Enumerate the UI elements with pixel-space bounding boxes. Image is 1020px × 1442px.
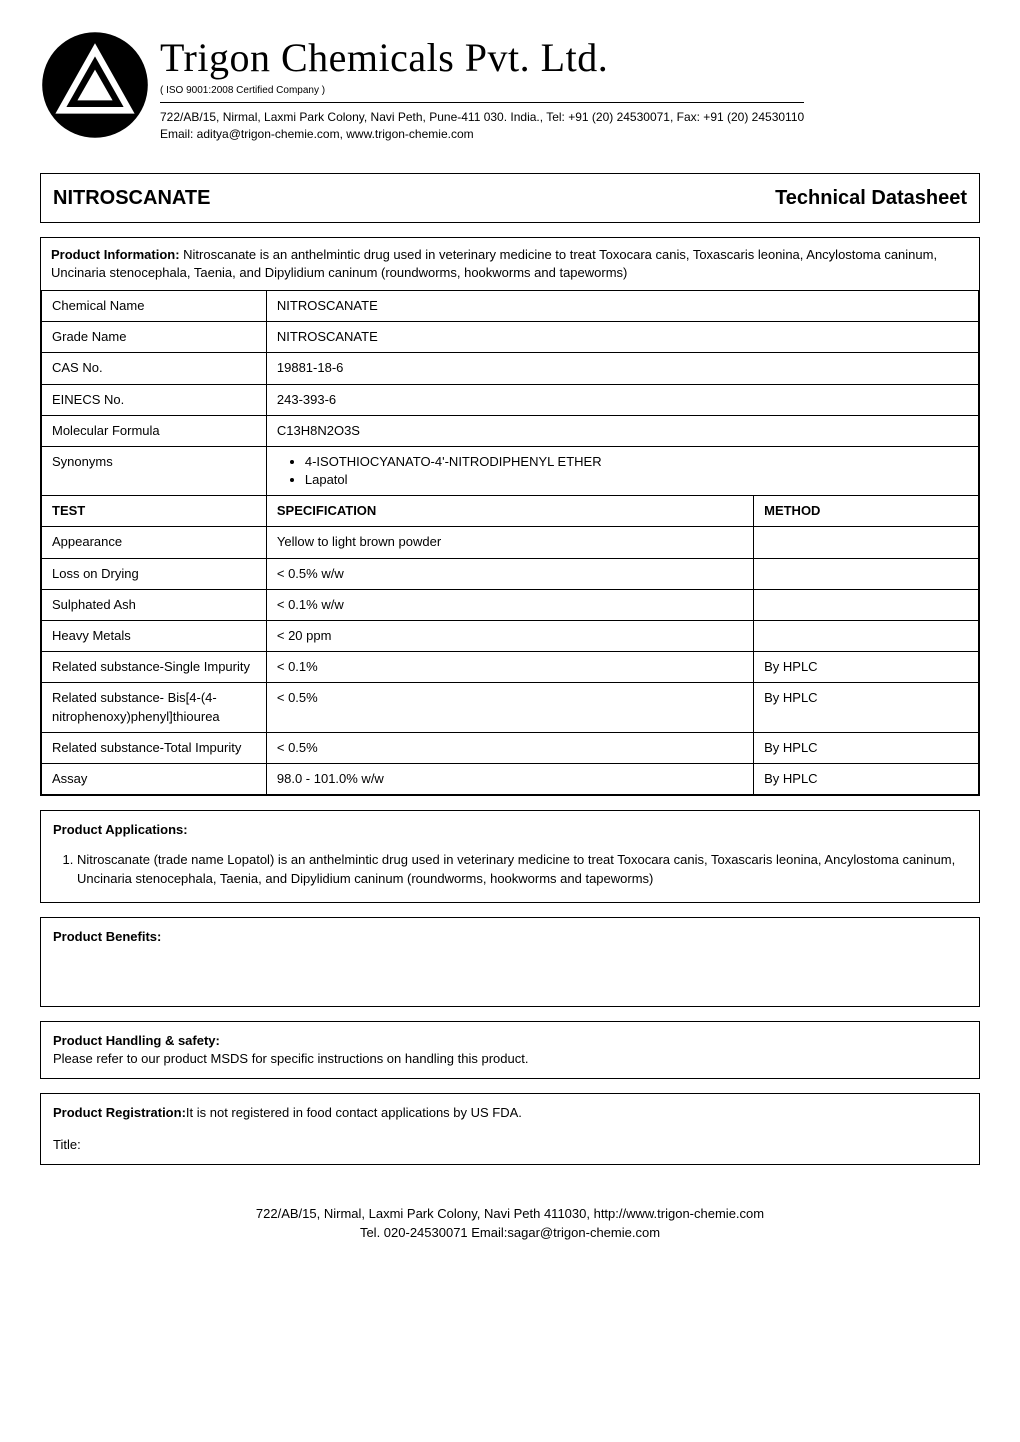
company-logo [40,30,150,140]
spec-method: By HPLC [754,732,979,763]
product-information: Product Information: Nitroscanate is an … [41,238,979,290]
product-code: NITROSCANATE [53,184,210,212]
email-line: Email: aditya@trigon-chemie.com, www.tri… [160,126,804,143]
registration-text: It is not registered in food contact app… [186,1105,522,1120]
benefits-heading: Product Benefits: [53,928,967,946]
synonyms-cell: 4-ISOTHIOCYANATO-4'-NITRODIPHENYL ETHERL… [266,446,978,495]
identity-row: Molecular FormulaC13H8N2O3S [42,415,979,446]
registration-title-label: Title: [53,1136,967,1154]
identity-label: CAS No. [42,353,267,384]
identity-label: Grade Name [42,322,267,353]
spec-value: < 20 ppm [266,621,753,652]
synonyms-label: Synonyms [42,446,267,495]
spec-method [754,621,979,652]
spec-test: Sulphated Ash [42,589,267,620]
applications-heading: Product Applications: [53,821,967,839]
spec-row: Sulphated Ash< 0.1% w/w [42,589,979,620]
synonyms-row: Synonyms 4-ISOTHIOCYANATO-4'-NITRODIPHEN… [42,446,979,495]
synonym-item: Lapatol [305,471,968,489]
product-info-text: Nitroscanate is an anthelmintic drug use… [51,247,937,280]
spec-value: < 0.1% [266,652,753,683]
info-spec-box: Product Information: Nitroscanate is an … [40,237,980,797]
registration-heading: Product Registration: [53,1105,186,1120]
spec-test: Heavy Metals [42,621,267,652]
spec-row: Loss on Drying< 0.5% w/w [42,558,979,589]
identity-row: EINECS No.243-393-6 [42,384,979,415]
spec-method [754,558,979,589]
company-name: Trigon Chemicals Pvt. Ltd. [160,30,804,86]
identity-value: 19881-18-6 [266,353,978,384]
synonyms-list: 4-ISOTHIOCYANATO-4'-NITRODIPHENYL ETHERL… [277,453,968,489]
identity-value: NITROSCANATE [266,290,978,321]
datasheet-label: Technical Datasheet [775,184,967,212]
spec-row: Assay98.0 - 101.0% w/wBy HPLC [42,763,979,794]
spec-row: Heavy Metals< 20 ppm [42,621,979,652]
spec-test: Related substance-Single Impurity [42,652,267,683]
handling-heading: Product Handling & safety: [53,1033,220,1048]
registration-box: Product Registration:It is not registere… [40,1093,980,1165]
application-item: Nitroscanate (trade name Lopatol) is an … [77,851,967,887]
spec-row: Related substance- Bis[4-(4-nitrophenoxy… [42,683,979,732]
identity-value: NITROSCANATE [266,322,978,353]
spec-test: Appearance [42,527,267,558]
identity-label: EINECS No. [42,384,267,415]
spec-test: Assay [42,763,267,794]
spec-method: By HPLC [754,652,979,683]
product-info-label: Product Information: [51,247,180,262]
benefits-box: Product Benefits: [40,917,980,1007]
synonym-item: 4-ISOTHIOCYANATO-4'-NITRODIPHENYL ETHER [305,453,968,471]
spec-method [754,527,979,558]
spec-value: < 0.1% w/w [266,589,753,620]
iso-cert-line: ( ISO 9001:2008 Certified Company ) [160,84,804,98]
spec-header-row: TEST SPECIFICATION METHOD [42,496,979,527]
identity-row: Chemical NameNITROSCANATE [42,290,979,321]
page-footer: 722/AB/15, Nirmal, Laxmi Park Colony, Na… [40,1205,980,1241]
identity-row: CAS No.19881-18-6 [42,353,979,384]
spec-test: Related substance- Bis[4-(4-nitrophenoxy… [42,683,267,732]
spec-method [754,589,979,620]
handling-text: Please refer to our product MSDS for spe… [53,1050,967,1068]
spec-value: 98.0 - 101.0% w/w [266,763,753,794]
spec-method: By HPLC [754,683,979,732]
header-method: METHOD [754,496,979,527]
spec-row: Related substance-Total Impurity< 0.5%By… [42,732,979,763]
address-line: 722/AB/15, Nirmal, Laxmi Park Colony, Na… [160,109,804,126]
header-spec: SPECIFICATION [266,496,753,527]
title-box: NITROSCANATE Technical Datasheet [40,173,980,223]
spec-test: Related substance-Total Impurity [42,732,267,763]
handling-box: Product Handling & safety: Please refer … [40,1021,980,1079]
spec-row: Related substance-Single Impurity< 0.1%B… [42,652,979,683]
spec-table: Chemical NameNITROSCANATEGrade NameNITRO… [41,290,979,795]
letterhead-text: Trigon Chemicals Pvt. Ltd. ( ISO 9001:20… [150,30,804,143]
spec-method: By HPLC [754,763,979,794]
spec-test: Loss on Drying [42,558,267,589]
trigon-logo-icon [40,30,150,140]
footer-line-1: 722/AB/15, Nirmal, Laxmi Park Colony, Na… [40,1205,980,1223]
identity-value: C13H8N2O3S [266,415,978,446]
identity-row: Grade NameNITROSCANATE [42,322,979,353]
applications-box: Product Applications: Nitroscanate (trad… [40,810,980,903]
footer-line-2: Tel. 020-24530071 Email:sagar@trigon-che… [40,1224,980,1242]
letterhead: Trigon Chemicals Pvt. Ltd. ( ISO 9001:20… [40,30,980,143]
identity-value: 243-393-6 [266,384,978,415]
header-rule [160,102,804,103]
identity-label: Chemical Name [42,290,267,321]
spec-value: Yellow to light brown powder [266,527,753,558]
header-test: TEST [42,496,267,527]
applications-list: Nitroscanate (trade name Lopatol) is an … [53,851,967,887]
spec-value: < 0.5% w/w [266,558,753,589]
spec-value: < 0.5% [266,732,753,763]
spec-row: AppearanceYellow to light brown powder [42,527,979,558]
identity-label: Molecular Formula [42,415,267,446]
spec-value: < 0.5% [266,683,753,732]
